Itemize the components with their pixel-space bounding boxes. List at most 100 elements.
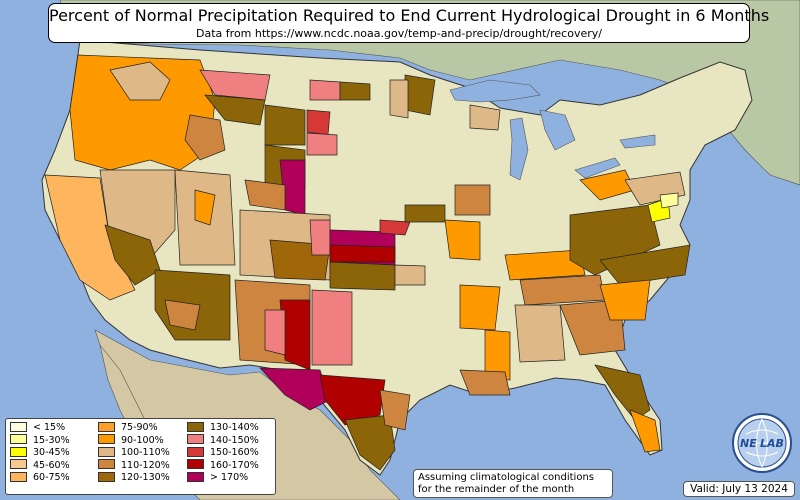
legend-swatch [98, 421, 115, 432]
region-missouri-orange [444, 219, 481, 261]
region-oregon-tan [109, 61, 171, 101]
map-title: Percent of Normal Precipitation Required… [49, 6, 770, 25]
legend-item: 75-90% [98, 421, 170, 434]
region-oklahoma-tan [394, 264, 426, 286]
region-california-light-orange [44, 174, 136, 301]
legend-swatch [98, 471, 115, 482]
great-lakes [449, 79, 656, 181]
legend-swatch [10, 421, 27, 432]
legend-item: 110-120% [98, 459, 170, 472]
region-wyoming-brown [244, 179, 286, 211]
region-nebraska-red [379, 219, 411, 236]
region-oklahoma-dark [329, 261, 396, 291]
legend-column-3: 130-140% 140-150% 150-160% 160-170% > 170% [187, 421, 259, 485]
assumption-note-line-1: Assuming climatological conditions [418, 472, 594, 483]
drought-regions [44, 54, 691, 471]
legend-item: < 15% [10, 421, 70, 434]
legend-item: 130-140% [187, 421, 259, 434]
legend-label: 130-140% [210, 422, 259, 433]
valid-date-label: Valid: July 13 2024 [683, 481, 795, 497]
title-box: Percent of Normal Precipitation Required… [48, 3, 770, 43]
region-kentucky-orange [504, 249, 586, 281]
legend-item: 30-45% [10, 446, 70, 459]
legend-item: > 170% [187, 471, 259, 484]
region-kansas-red [329, 244, 396, 263]
legend-item: 160-170% [187, 459, 259, 472]
legend-swatch [10, 459, 27, 469]
region-new-mexico-pink [264, 309, 286, 356]
legend-label: 90-100% [121, 434, 164, 446]
region-nevada-dark [104, 224, 161, 286]
legend-label: 110-120% [121, 459, 170, 471]
legend-item: 15-30% [10, 434, 70, 447]
legend-item: 120-130% [98, 471, 170, 484]
legend-label: 160-170% [210, 459, 259, 471]
region-tennessee-brown [519, 274, 606, 306]
lake-michigan [509, 117, 529, 181]
region-pacific-nw-orange [69, 54, 216, 171]
legend-swatch [187, 471, 204, 482]
region-east-texas-brown [379, 389, 411, 431]
region-minnesota-dark [404, 74, 436, 116]
legend-label: 75-90% [121, 422, 158, 433]
assumption-note-line-2: for the remainder of the month [418, 484, 575, 495]
region-colorado-pink [309, 219, 331, 256]
region-iowa-dark [404, 204, 446, 223]
legend-swatch [187, 434, 204, 444]
region-south-dakota-red [306, 109, 331, 136]
region-delmarva-cream [659, 192, 679, 209]
legend-label: 45-60% [33, 459, 70, 471]
canada-landmass [59, 0, 800, 186]
region-arkansas-orange [459, 284, 501, 331]
logo-text-right: LAB [760, 437, 784, 450]
legend-item: 140-150% [187, 434, 259, 447]
legend-item: 45-60% [10, 459, 70, 472]
region-nd-brown [339, 81, 371, 101]
legend-swatch [10, 434, 27, 444]
legend: < 15% 15-30% 30-45% 45-60% 60-75% 75-90% 90-1… [5, 418, 276, 495]
region-south-carolina-orange [599, 279, 651, 321]
legend-item: 60-75% [10, 471, 70, 484]
legend-label: 60-75% [33, 472, 70, 483]
legend-label: 120-130% [121, 472, 170, 483]
legend-item: 100-110% [98, 446, 170, 459]
region-north-dakota-pink [309, 79, 341, 101]
legend-swatch [187, 459, 204, 469]
legend-label: < 15% [33, 422, 66, 433]
region-mississippi-orange [484, 329, 511, 381]
legend-item: 90-100% [98, 434, 170, 447]
region-illinois-brown [454, 184, 491, 216]
legend-swatch [10, 471, 27, 482]
legend-item: 150-160% [187, 446, 259, 459]
region-montana-east-dark [264, 104, 306, 146]
legend-column-2: 75-90% 90-100% 100-110% 110-120% 120-130% [98, 421, 170, 485]
legend-column-1: < 15% 15-30% 30-45% 45-60% 60-75% [10, 421, 70, 485]
legend-swatch [98, 434, 115, 444]
region-utah-orange [194, 189, 216, 226]
legend-label: 15-30% [33, 434, 70, 446]
legend-label: 30-45% [33, 447, 70, 458]
region-minnesota-tan [389, 79, 409, 119]
legend-swatch [187, 446, 204, 457]
logo-text-left: NE [740, 437, 757, 450]
region-north-carolina-dark [599, 244, 691, 286]
globe-logo-icon: NE LAB [732, 413, 792, 473]
legend-swatch [10, 446, 27, 457]
region-south-dakota-pink [306, 132, 338, 156]
region-montana-dark [204, 94, 266, 126]
region-idaho-brown [184, 114, 226, 161]
region-texas-panhandle-pink [311, 289, 353, 366]
assumption-note: Assuming climatological conditions for t… [413, 469, 613, 498]
lake-ontario [619, 134, 656, 149]
legend-swatch [98, 446, 115, 457]
region-wisconsin-tan [469, 104, 501, 131]
lake-erie [574, 157, 621, 179]
lake-superior [449, 79, 541, 103]
legend-label: > 170% [210, 472, 249, 483]
legend-label: 140-150% [210, 434, 259, 446]
region-louisiana-brown [459, 369, 511, 396]
lake-huron [539, 109, 576, 151]
legend-label: 150-160% [210, 447, 259, 458]
region-west-texas-magenta [259, 367, 331, 411]
legend-swatch [187, 421, 204, 432]
